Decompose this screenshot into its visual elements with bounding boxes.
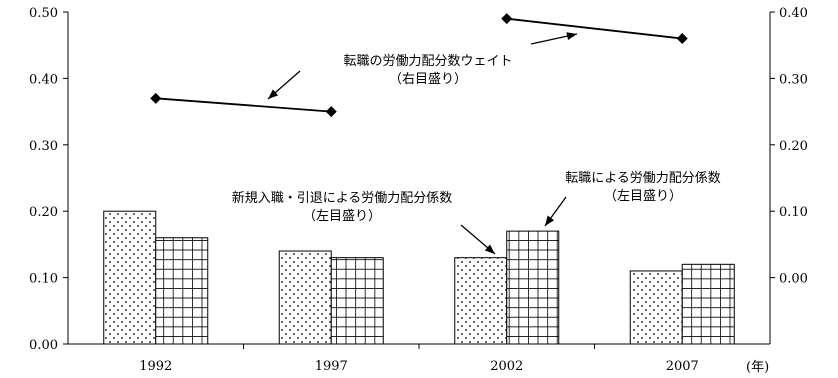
x-unit-label: (年) bbox=[746, 360, 769, 375]
bar-new-entry-retire bbox=[103, 210, 157, 345]
bar-new-entry-retire bbox=[629, 270, 683, 345]
x-tick-label: 2007 bbox=[666, 359, 699, 374]
weight-point bbox=[150, 92, 162, 104]
arrow-head bbox=[484, 244, 495, 254]
annotation-label: 新規入職・引退による労働力配分係数（左目盛り） bbox=[232, 190, 453, 224]
weight-line-segment bbox=[506, 17, 683, 40]
right-tick-label: 0.00 bbox=[779, 272, 808, 287]
bar-job-change bbox=[681, 263, 735, 345]
right-axis-ticks: 0.00 0.10 0.20 0.30 0.40 bbox=[770, 6, 808, 287]
bar-job-change bbox=[506, 230, 560, 345]
arrow-head bbox=[566, 32, 577, 41]
left-tick-label: 0.20 bbox=[29, 205, 58, 220]
left-tick-label: 0.10 bbox=[29, 272, 58, 287]
weight-line-segment bbox=[155, 97, 332, 113]
x-tick-label: 1992 bbox=[139, 359, 172, 374]
bar-new-entry-retire bbox=[278, 250, 332, 345]
weight-point bbox=[676, 33, 688, 45]
left-tick-label: 0.40 bbox=[29, 72, 58, 87]
weight-point bbox=[501, 13, 513, 25]
arrow-head bbox=[545, 215, 555, 226]
right-tick-label: 0.40 bbox=[779, 6, 808, 21]
left-tick-label: 0.30 bbox=[29, 139, 58, 154]
left-tick-label: 0.00 bbox=[29, 338, 58, 353]
x-tick-label: 2002 bbox=[490, 359, 523, 374]
bar-job-change bbox=[330, 257, 384, 345]
annotation-label: 転職の労働力配分数ウェイト（右目盛り） bbox=[343, 54, 512, 87]
bar-new-entry-retire bbox=[454, 257, 508, 345]
x-tick-label: 1997 bbox=[315, 359, 348, 374]
arrow-head bbox=[268, 89, 279, 99]
bar-job-change bbox=[155, 237, 209, 345]
left-tick-label: 0.50 bbox=[29, 6, 58, 21]
right-tick-label: 0.10 bbox=[779, 205, 808, 220]
left-axis-ticks: 0.00 0.10 0.20 0.30 0.40 0.50 bbox=[29, 6, 68, 353]
annotations: 新規入職・引退による労働力配分係数（左目盛り） 転職による労働力配分係数（左目盛り… bbox=[232, 32, 721, 255]
bars bbox=[103, 210, 735, 345]
weight-line-series bbox=[150, 13, 688, 118]
x-axis-ticks: 1992 1997 2002 2007 bbox=[139, 344, 699, 374]
right-tick-label: 0.30 bbox=[779, 72, 808, 87]
annotation-label: 転職による労働力配分係数（左目盛り） bbox=[565, 171, 721, 204]
weight-point bbox=[325, 106, 337, 118]
right-tick-label: 0.20 bbox=[779, 139, 808, 154]
